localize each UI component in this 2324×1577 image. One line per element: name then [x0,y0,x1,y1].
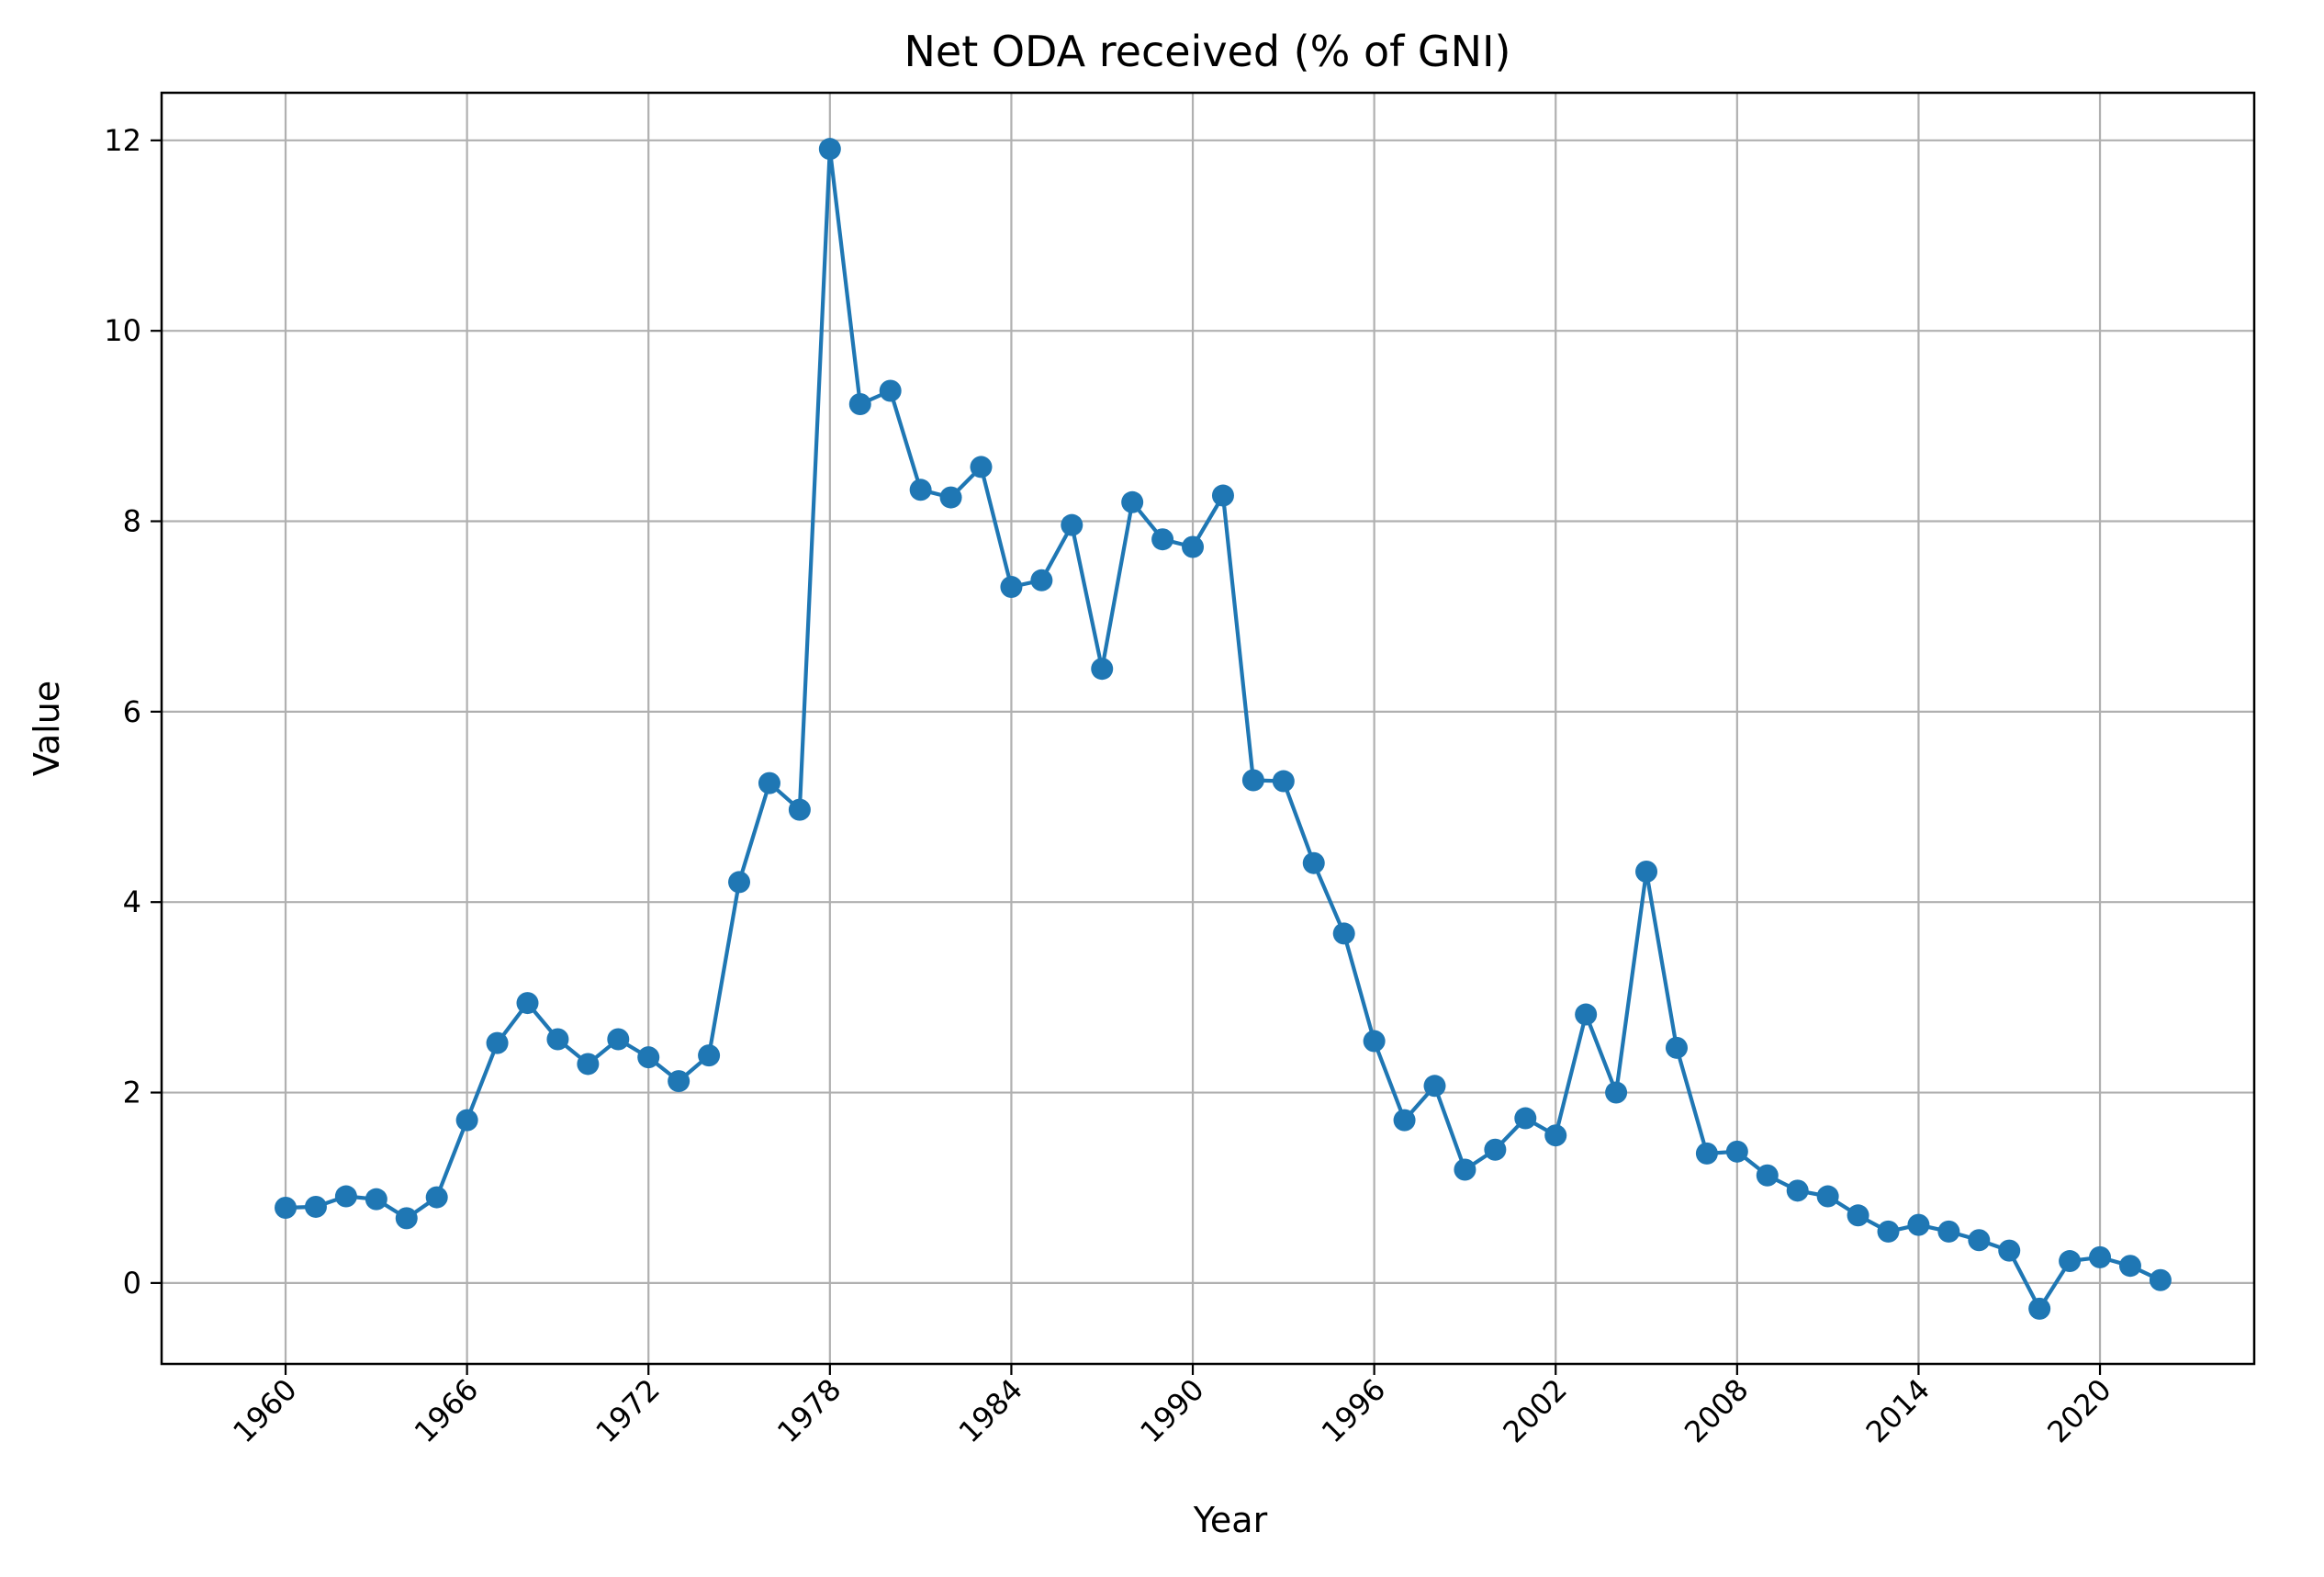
data-point [1272,770,1295,793]
data-point [939,486,962,509]
y-tick-label: 2 [123,1076,141,1110]
data-point [607,1028,630,1051]
data-point [637,1046,660,1069]
data-point [2059,1250,2082,1273]
data-point [334,1185,357,1208]
data-point [1393,1109,1416,1132]
data-point [1241,769,1264,792]
y-tick-label: 10 [104,313,141,348]
data-point [2118,1255,2141,1278]
y-axis: 0 2 4 6 8 10 12 [104,123,162,1301]
data-point [728,871,751,894]
data-point [304,1195,327,1218]
y-tick-label: 0 [123,1266,141,1301]
data-point [1786,1179,1809,1202]
y-tick-label: 12 [104,123,141,158]
data-point [758,772,780,794]
data-point [486,1031,509,1054]
data-point [2089,1245,2112,1268]
data-point [1575,1003,1598,1026]
data-point [970,456,993,479]
data-point [668,1070,690,1093]
data-point [2149,1268,2172,1291]
data-point [698,1044,721,1067]
data-point [1907,1213,1930,1236]
data-point [1332,922,1355,945]
data-point [1484,1138,1507,1161]
data-point [275,1196,298,1219]
y-axis-label: Value [27,681,67,776]
plot-area-frame [160,91,2256,1366]
x-axis-label: Year [1193,1500,1268,1540]
data-point [788,798,811,821]
data-point [1514,1107,1537,1130]
data-point [1363,1030,1386,1053]
y-tick-label: 6 [123,694,141,729]
data-point [1695,1142,1718,1165]
data-point [1000,576,1023,599]
data-point [1998,1239,2021,1262]
data-point [1091,658,1114,681]
data-point [1756,1164,1779,1187]
data-point [1968,1229,1991,1252]
data-point [1635,861,1658,884]
data-point [1061,513,1083,536]
data-point [1544,1124,1567,1147]
data-point [425,1186,448,1209]
data-point [516,992,539,1015]
data-point [1121,490,1144,513]
data-point [1302,851,1325,874]
chart-title: Net ODA received (% of GNI) [904,27,1510,76]
data-point [1605,1081,1628,1104]
grid [162,93,2254,1364]
data-point [455,1109,478,1132]
data-point [577,1053,600,1076]
data-point [1847,1204,1869,1227]
data-point [818,138,841,161]
data-point [1725,1140,1748,1163]
series-layer [275,138,2172,1320]
data-point [546,1028,569,1051]
data-point [1877,1220,1900,1243]
data-point [1151,528,1174,551]
y-tick-label: 8 [123,504,141,539]
data-point [1182,535,1205,558]
data-point [1937,1220,1960,1243]
data-point [879,379,902,402]
data-point [395,1207,418,1230]
data-point [1665,1036,1688,1059]
data-point [909,479,932,501]
data-point [1816,1185,1839,1208]
y-tick-label: 4 [123,884,141,919]
data-point [1030,569,1053,591]
data-point [1454,1158,1476,1181]
data-point [2028,1297,2051,1320]
data-point [1211,484,1234,507]
data-point [1423,1075,1446,1098]
data-point [365,1188,387,1211]
data-point [848,393,871,416]
